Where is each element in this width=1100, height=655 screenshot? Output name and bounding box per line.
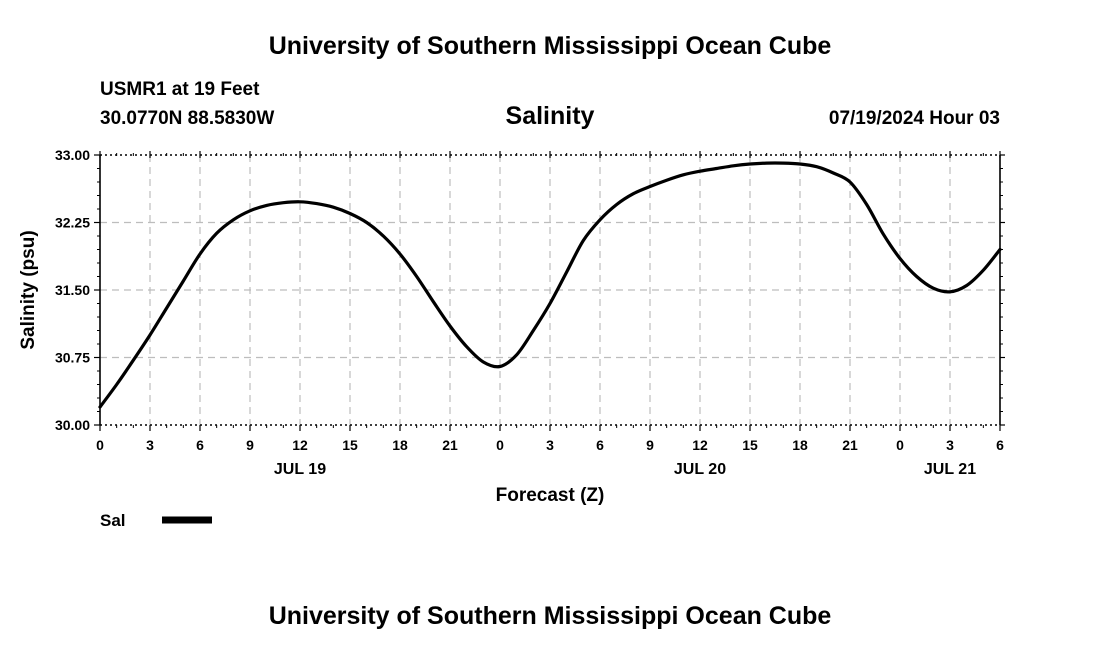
legend-label: Sal <box>100 511 126 530</box>
y-axis-title: Salinity (psu) <box>18 230 39 349</box>
series-line-sal <box>98 161 1002 409</box>
coords-label: 30.0770N 88.5830W <box>100 108 274 129</box>
x-tick-label: 21 <box>442 437 458 453</box>
x-tick-label: 9 <box>646 437 654 453</box>
axes-layer <box>94 151 1005 431</box>
date-label: JUL 21 <box>924 461 976 478</box>
series-layer <box>98 161 1002 409</box>
x-tick-label: 15 <box>342 437 358 453</box>
y-tick-label: 31.50 <box>55 282 90 298</box>
y-tick-label: 32.25 <box>55 215 90 231</box>
date-label: JUL 20 <box>674 461 726 478</box>
x-tick-label: 6 <box>996 437 1004 453</box>
x-tick-label: 0 <box>96 437 104 453</box>
page-title: University of Southern Mississippi Ocean… <box>269 32 832 60</box>
y-tick-label: 33.00 <box>55 147 90 163</box>
x-tick-label: 15 <box>742 437 758 453</box>
grid-layer <box>100 155 1000 425</box>
x-tick-label: 12 <box>292 437 308 453</box>
x-tick-label: 3 <box>546 437 554 453</box>
label-layer: 0 3 6 9 12 15 18 21 0 3 6 9 12 15 18 21 0 3 6 30.00 30.75 31.… <box>55 147 1004 478</box>
x-tick-label: 12 <box>692 437 708 453</box>
x-tick-label: 6 <box>596 437 604 453</box>
x-tick-label: 3 <box>146 437 154 453</box>
x-axis-title: Forecast (Z) <box>496 485 605 506</box>
timestamp-label: 07/19/2024 Hour 03 <box>829 108 1000 129</box>
y-tick-label: 30.00 <box>55 417 90 433</box>
x-tick-label: 21 <box>842 437 858 453</box>
x-tick-label: 0 <box>896 437 904 453</box>
legend: Sal <box>100 511 212 530</box>
x-tick-label: 3 <box>946 437 954 453</box>
x-tick-label: 18 <box>392 437 408 453</box>
date-label: JUL 19 <box>274 461 326 478</box>
x-tick-label: 9 <box>246 437 254 453</box>
chart-title: Salinity <box>506 102 595 130</box>
x-tick-label: 18 <box>792 437 808 453</box>
y-tick-label: 30.75 <box>55 350 90 366</box>
x-tick-label: 6 <box>196 437 204 453</box>
footer-title: University of Southern Mississippi Ocean… <box>269 602 832 630</box>
station-label: USMR1 at 19 Feet <box>100 79 260 100</box>
x-tick-label: 0 <box>496 437 504 453</box>
